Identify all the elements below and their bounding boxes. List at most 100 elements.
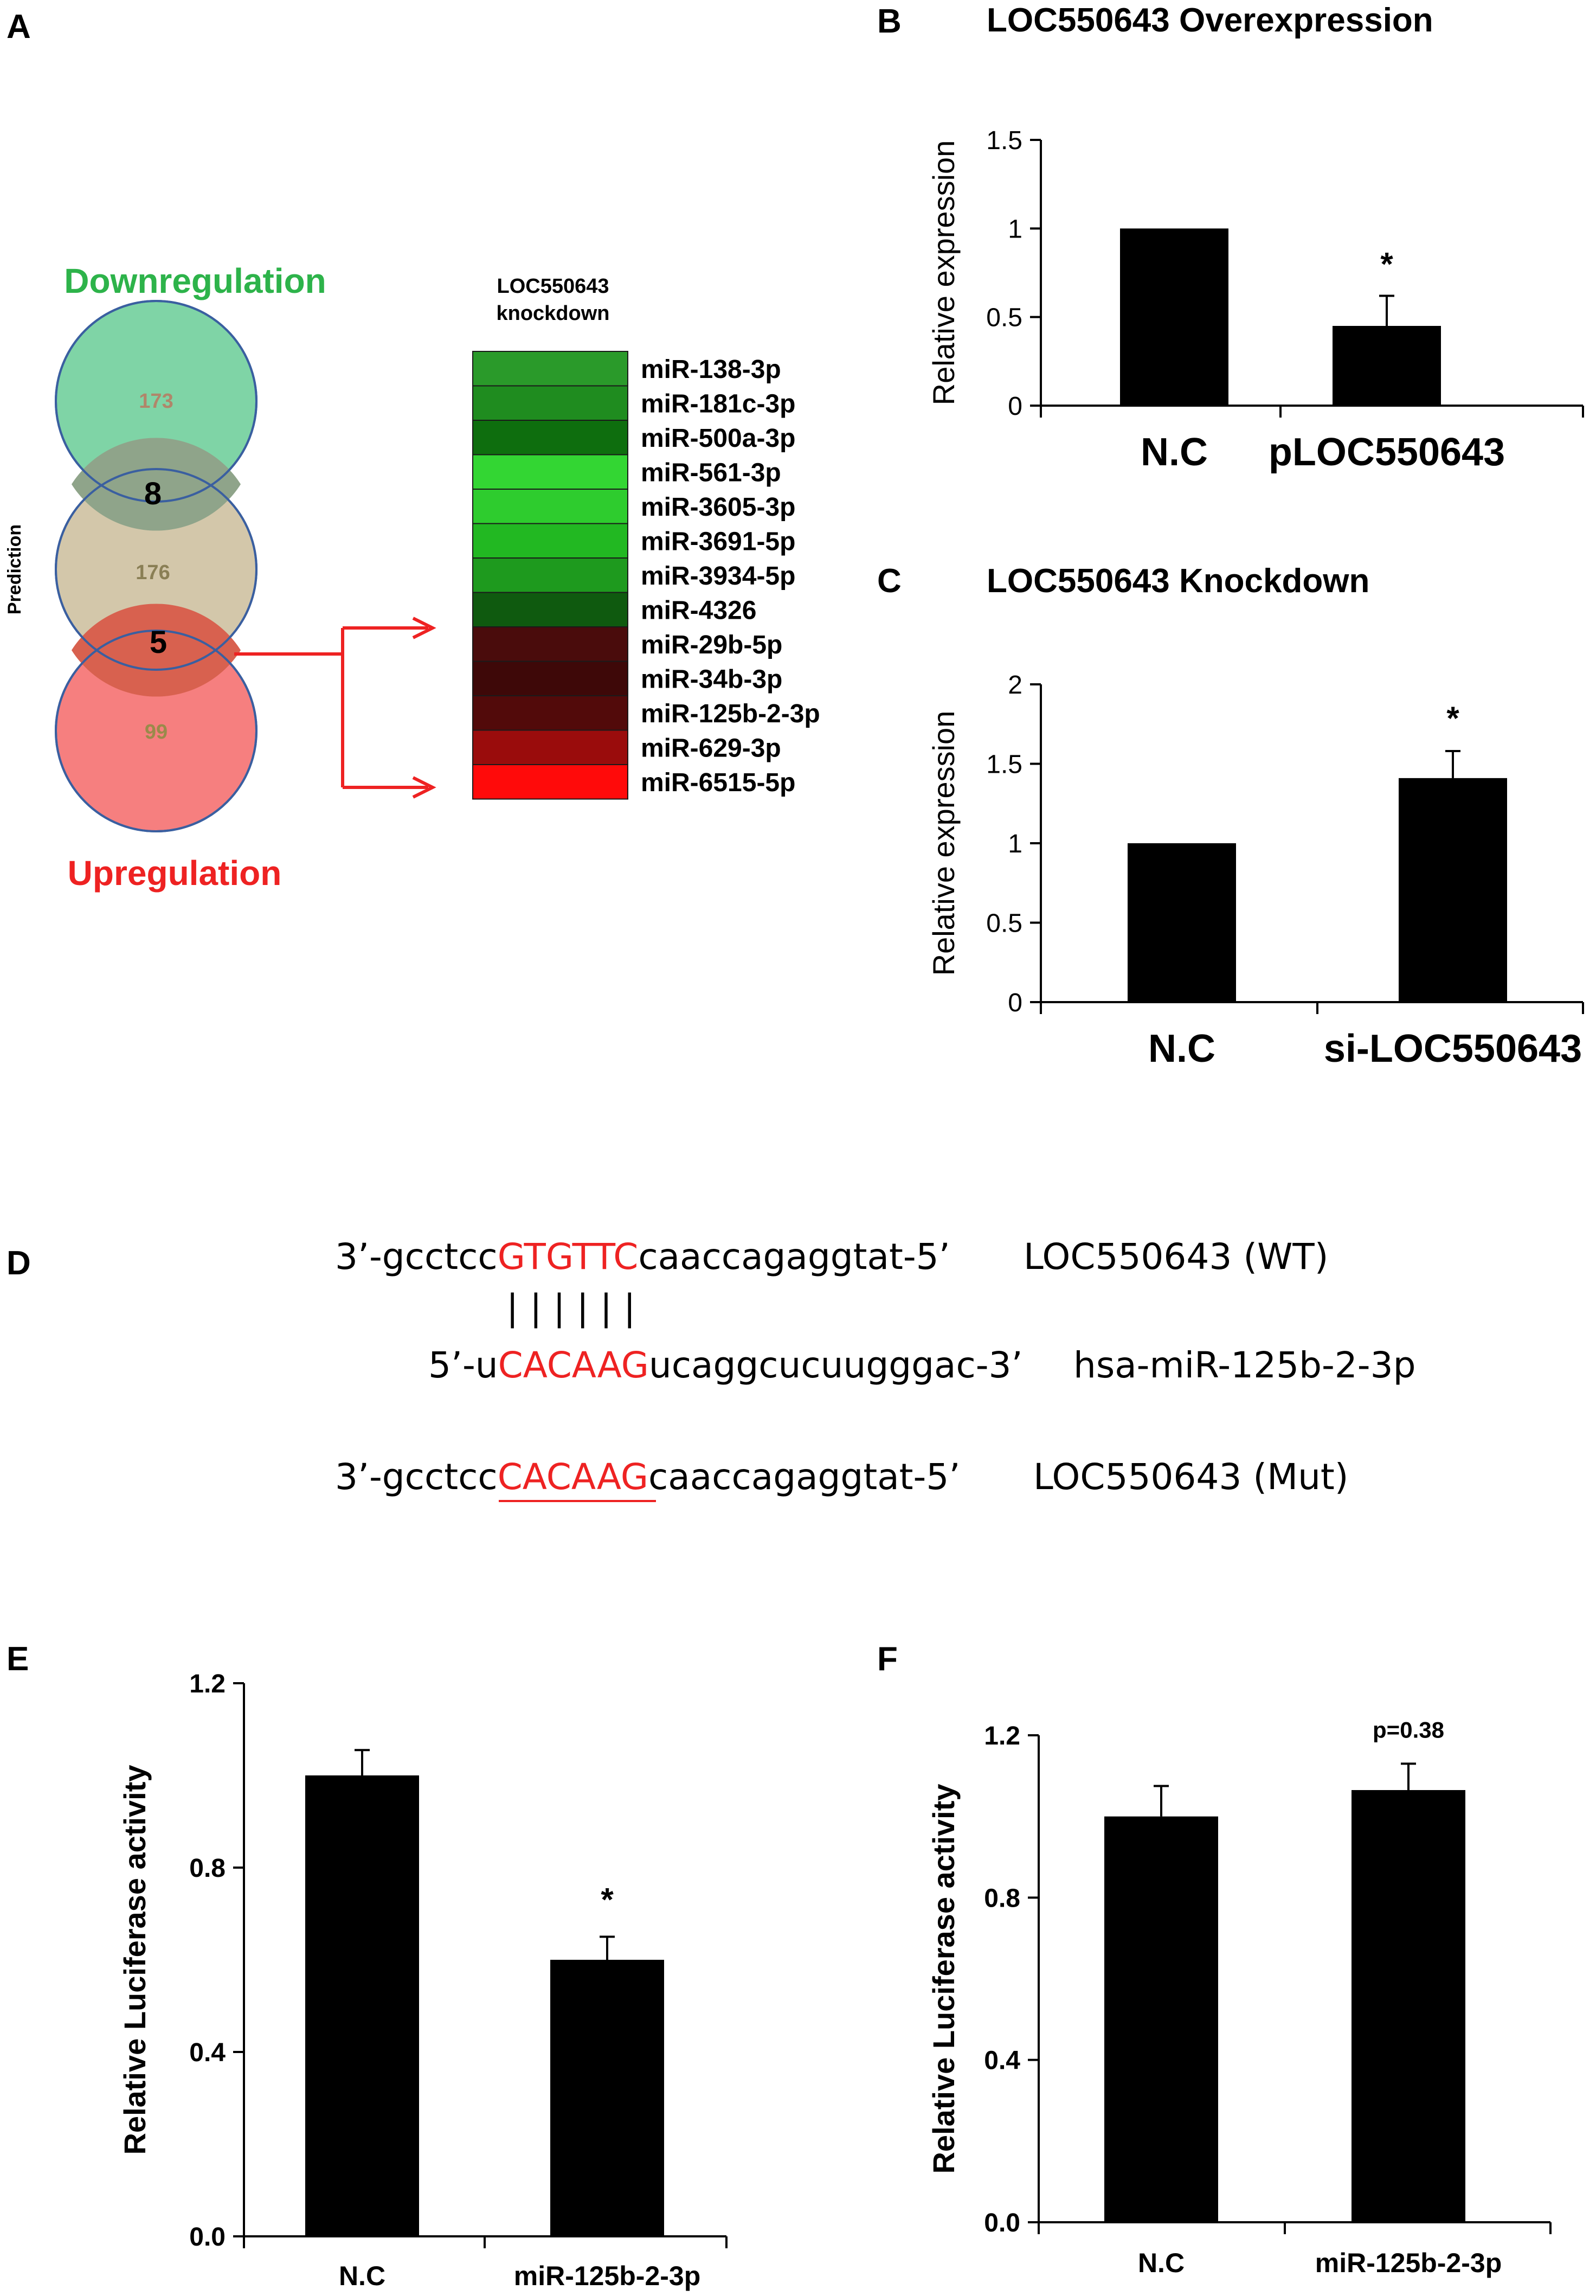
bar [1352,1790,1465,2222]
venn-title-downregulation: Downregulation [64,261,326,300]
y-tick-label: 0.0 [189,2223,226,2252]
bar [1104,1816,1218,2222]
heatmap-row-label: miR-4326 [641,596,756,625]
heatmap-row-label: miR-629-3p [641,734,781,762]
heatmap-row-label: miR-181c-3p [641,389,795,418]
venn-title-upregulation: Upregulation [68,854,282,893]
heatmap-row-label: miR-6515-5p [641,768,795,797]
significance-label: * [601,1882,614,1918]
significance-label: p=0.38 [1373,1717,1444,1742]
venn-diagram: Downregulation 173 8 176 5 99 Prediction… [4,261,326,893]
seq-mir-label: hsa-miR-125b-2-3p [1073,1344,1415,1386]
venn-count-prediction-up: 5 [150,625,167,660]
y-tick-label: 2 [1008,671,1022,700]
x-category-label: miR-125b-2-3p [514,2261,701,2291]
y-tick-label: 0 [1008,392,1022,421]
seq-wt-suffix: caaccagaggtat-5’ [638,1236,950,1278]
bar [1399,778,1507,1002]
heatmap-row-label: miR-561-3p [641,458,781,487]
y-axis-label: Relative Luciferase activity [118,1765,152,2154]
seq-mut-label: LOC550643 (Mut) [1033,1456,1349,1498]
y-axis-label: Relative expression [926,140,961,406]
heatmap-cell [472,351,628,387]
seq-wt-line: 3’-gcctccGTGTTCcaaccagaggtat-5’ [335,1236,950,1278]
y-tick-label: 0.8 [984,1884,1020,1913]
heatmap-row-label: miR-3934-5p [641,562,795,591]
chart-f: 0.0 0.4 0.8 1.2 Relative Luciferase activity… [926,1717,1552,2278]
panel-label-a: A [7,8,31,46]
heatmap-cell [472,729,628,765]
panel-label-c: C [877,562,902,600]
heatmap-cell [472,557,628,593]
seq-mir-seed: CACAAG [498,1344,649,1386]
y-tick-label: 0.4 [189,2038,226,2067]
seq-mut-suffix: caaccagaggtat-5’ [648,1456,960,1498]
panel-label-b: B [877,3,902,40]
x-category-label: N.C [339,2261,385,2291]
venn-count-down-only: 173 [139,390,173,413]
heatmap-row-label: miR-500a-3p [641,424,795,453]
heatmap-cell [472,626,628,662]
heatmap-cell [472,385,628,421]
chart-b: 0 0.5 1 1.5 Relative expression N.C * pLOC55064… [926,126,1584,474]
heatmap-cell [472,523,628,559]
heatmap-header-line1: LOC550643 [497,275,609,298]
y-axis-label: Relative expression [926,711,961,976]
y-tick-label: 0.4 [984,2047,1020,2075]
heatmap-cell [472,764,628,800]
y-tick-label: 0.5 [986,304,1022,332]
heatmap-row-label: miR-3691-5p [641,527,795,556]
y-tick-label: 0.0 [984,2209,1020,2237]
panel-label-d: D [7,1245,31,1282]
heatmap-row-label: miR-34b-3p [641,665,782,694]
heatmap-cell [472,660,628,696]
venn-count-prediction-only: 176 [136,561,170,584]
significance-label: * [1446,700,1459,736]
sequence-alignment: 3’-gcctccGTGTTCcaaccagaggtat-5’ LOC55064… [335,1236,1415,1502]
y-tick-label: 0.8 [189,1854,226,1883]
seq-wt-label: LOC550643 (WT) [1024,1236,1328,1278]
panel-label-e: E [7,1640,29,1678]
x-category-label: N.C [1138,2248,1185,2278]
seq-mir-suffix: ucaggcucuugggac-3’ [649,1344,1023,1386]
y-tick-label: 1.5 [986,751,1022,779]
heatmap-cell [472,695,628,731]
chart-b-title: LOC550643 Overexpression [987,2,1433,39]
significance-label: * [1380,246,1393,282]
heatmap-cell [472,489,628,524]
venn-to-heatmap-arrows [234,617,436,799]
y-tick-label: 0.5 [986,909,1022,938]
heatmap-row-label: miR-29b-5p [641,631,782,659]
venn-overlap-down-prediction [72,438,241,531]
y-tick-label: 1 [1008,215,1022,243]
bar [550,1960,664,2236]
bar [1128,843,1236,1002]
heatmap-cell [472,420,628,456]
seq-mut-prefix: 3’-gcctcc [335,1456,498,1498]
seq-pairing: | | | | | | [506,1287,635,1329]
bar [1333,326,1441,406]
y-tick-label: 1.2 [984,1722,1020,1750]
y-axis-label: Relative Luciferase activity [926,1784,961,2173]
bar [1120,228,1228,406]
venn-count-up-only: 99 [145,721,168,743]
chart-c-title: LOC550643 Knockdown [987,562,1369,600]
x-category-label: N.C [1148,1027,1215,1070]
seq-wt-seed: GTGTTC [498,1236,639,1278]
chart-e: 0.0 0.4 0.8 1.2 Relative Luciferase activity… [118,1670,728,2291]
x-category-label: miR-125b-2-3p [1315,2248,1502,2278]
heatmap: LOC550643 knockdown miR-138-3p miR-181c-3… [472,275,820,800]
chart-c: 0 0.5 1 1.5 2 Relative expression N.C * si-LOC55… [926,671,1584,1070]
x-category-label: si-LOC550643 [1324,1027,1582,1070]
heatmap-cell [472,592,628,627]
seq-mir-line: 5’-uCACAAGucaggcucuugggac-3’ [428,1344,1023,1386]
panel-label-f: F [877,1640,898,1678]
bar [305,1775,419,2236]
heatmap-cell [472,454,628,490]
venn-count-down-prediction: 8 [144,476,162,511]
heatmap-row-label: miR-125b-2-3p [641,700,820,728]
heatmap-row-label: miR-3605-3p [641,493,795,522]
seq-wt-prefix: 3’-gcctcc [335,1236,498,1278]
y-tick-label: 1.2 [189,1670,226,1698]
